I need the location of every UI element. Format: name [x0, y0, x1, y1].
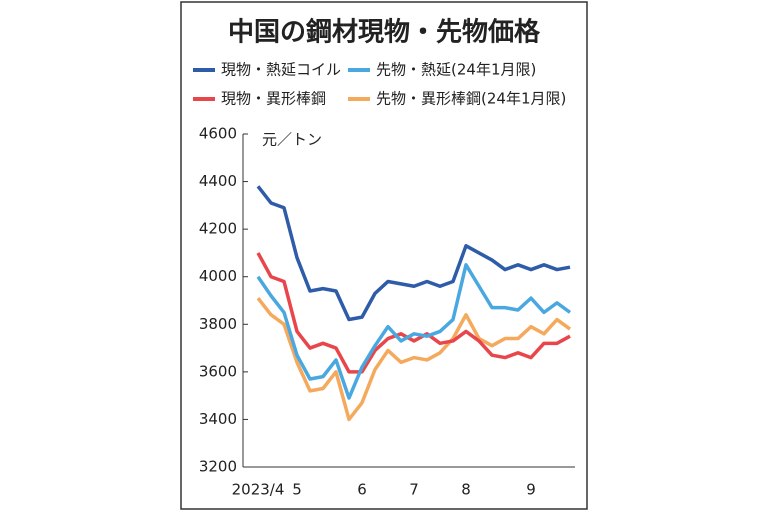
y-tick-label: 4200: [199, 220, 237, 238]
legend-label: 現物・異形棒鋼: [221, 90, 326, 108]
y-tick-label: 4400: [199, 172, 237, 190]
x-tick-label: 8: [461, 481, 471, 499]
y-tick-label: 3200: [199, 458, 237, 476]
y-tick-label: 3400: [199, 410, 237, 428]
x-tick-label: 7: [409, 481, 419, 499]
series-line: [256, 252, 571, 374]
legend-label: 現物・熱延コイル: [221, 61, 341, 79]
series-line: [256, 263, 572, 400]
legend-label: 先物・熱延(24年1月限): [376, 61, 536, 79]
x-tick-label: 2023/4: [232, 481, 285, 499]
y-tick-label: 4000: [199, 267, 237, 285]
x-tick-label: 9: [526, 481, 536, 499]
y-tick-label: 3600: [199, 362, 237, 380]
legend-label: 先物・異形棒鋼(24年1月限): [376, 90, 566, 108]
chart-frame: [180, 1, 588, 510]
x-tick-label: 5: [292, 481, 302, 499]
chart-title: 中国の鋼材現物・先物価格: [228, 17, 541, 48]
series-line: [256, 185, 571, 322]
series-line: [256, 297, 572, 422]
y-tick-label: 3800: [199, 315, 237, 333]
y-axis-label: 元／トン: [262, 131, 322, 149]
y-tick-label: 4600: [199, 125, 237, 143]
x-tick-label: 6: [357, 481, 367, 499]
